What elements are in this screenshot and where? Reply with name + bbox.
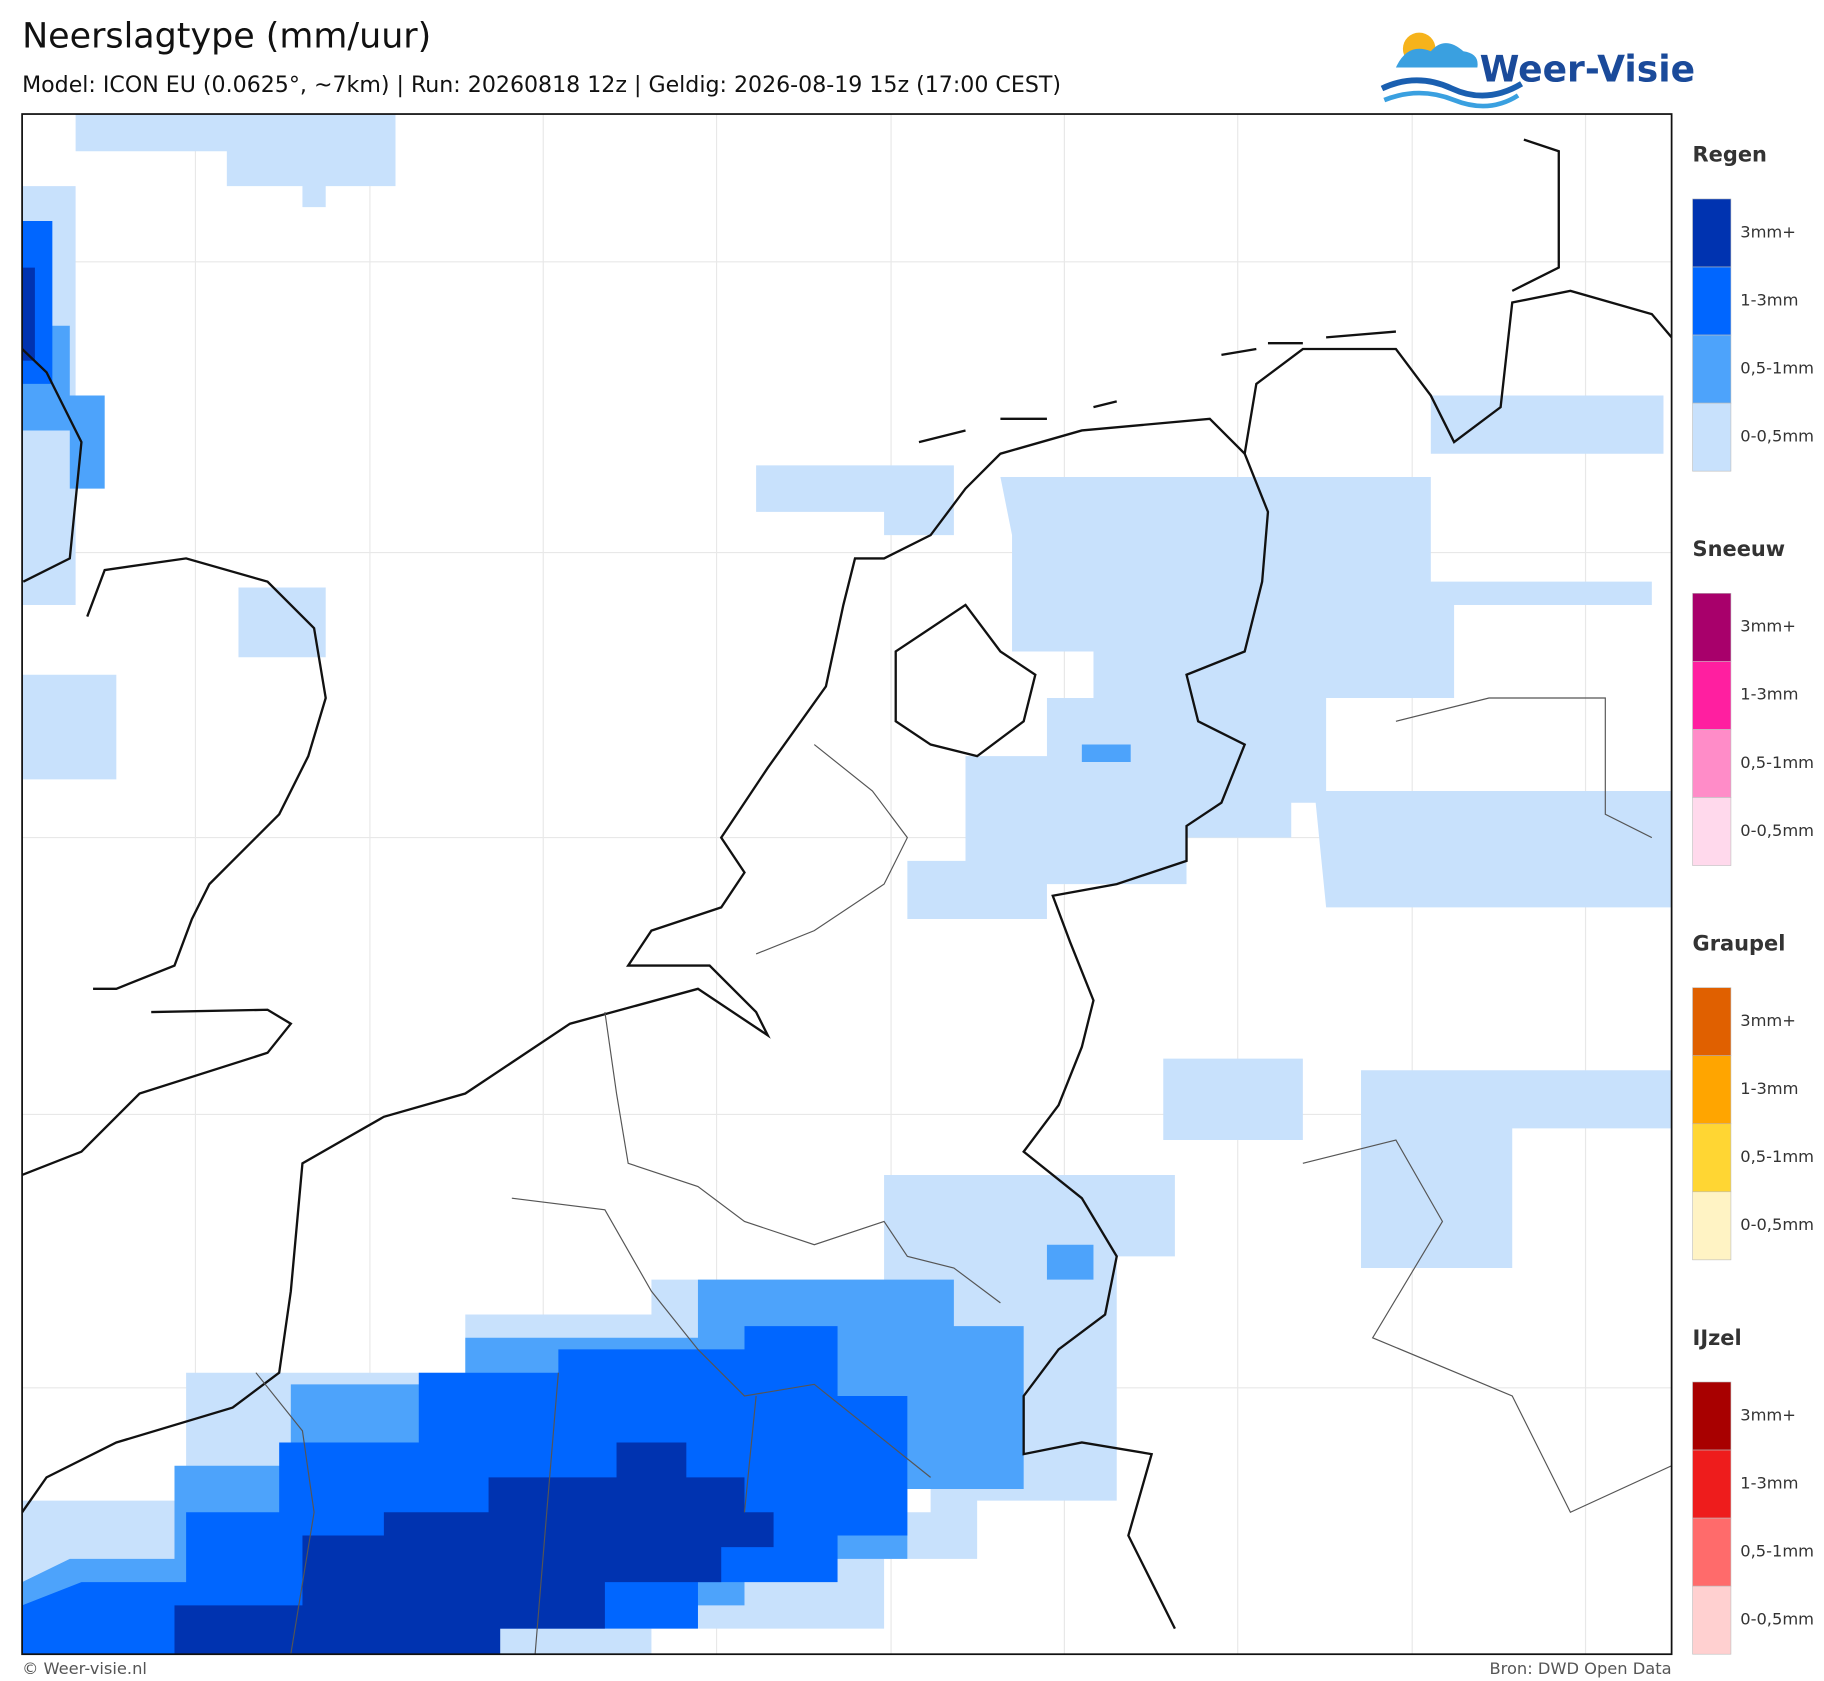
legend-swatch xyxy=(1692,266,1732,336)
legend-label: 3mm+ xyxy=(1740,222,1796,241)
legend-label: 0,5-1mm xyxy=(1740,358,1814,377)
legend-label: 1-3mm xyxy=(1740,1473,1798,1492)
legend-label: 0-0,5mm xyxy=(1740,427,1814,446)
legend-label: 0,5-1mm xyxy=(1740,753,1814,772)
legend-swatch xyxy=(1692,1123,1732,1193)
legend-label: 0-0,5mm xyxy=(1740,1610,1814,1629)
legend-label: 0,5-1mm xyxy=(1740,1541,1814,1560)
legend-label: 0-0,5mm xyxy=(1740,821,1814,840)
legend-swatch xyxy=(1692,1517,1732,1587)
legend-group-title: Sneeuw xyxy=(1693,537,1786,561)
legend-swatch xyxy=(1692,334,1732,404)
footer-right: Bron: DWD Open Data xyxy=(1489,1659,1671,1678)
legend-swatch xyxy=(1692,729,1732,798)
legend-swatch xyxy=(1692,593,1732,662)
legend-swatch xyxy=(1692,402,1732,472)
legend-swatch xyxy=(1692,661,1732,730)
legend-swatch xyxy=(1692,1055,1732,1125)
logo-text: Weer-Visie xyxy=(1480,48,1695,90)
map xyxy=(21,113,1673,1656)
footer-left: © Weer-visie.nl xyxy=(22,1659,147,1678)
legend-label: 1-3mm xyxy=(1740,685,1798,704)
legend-group-title: Regen xyxy=(1693,143,1767,167)
logo: Weer-Visie xyxy=(1380,32,1695,109)
legend: Regen 3mm+ 1-3mm 0,5-1mm 0-0,5mm Sneeuw 3mm+ 1-… xyxy=(1692,143,1814,1655)
legend-swatch xyxy=(1692,198,1732,268)
legend-label: 0-0,5mm xyxy=(1740,1215,1814,1234)
legend-label: 3mm+ xyxy=(1740,617,1796,636)
legend-label: 1-3mm xyxy=(1740,290,1798,309)
subtitle: Model: ICON EU (0.0625°, ~7km) | Run: 20… xyxy=(22,72,1061,98)
legend-swatch xyxy=(1692,1449,1732,1519)
legend-label: 1-3mm xyxy=(1740,1079,1798,1098)
legend-label: 3mm+ xyxy=(1740,1011,1796,1030)
title: Neerslagtype (mm/uur) xyxy=(22,17,431,57)
legend-swatch xyxy=(1692,1191,1732,1261)
legend-swatch xyxy=(1692,1585,1732,1655)
legend-group-title: Graupel xyxy=(1693,931,1786,955)
legend-label: 0,5-1mm xyxy=(1740,1147,1814,1166)
legend-swatch xyxy=(1692,987,1732,1056)
legend-swatch xyxy=(1692,797,1732,866)
legend-group-title: IJzel xyxy=(1693,1326,1742,1350)
legend-swatch xyxy=(1692,1381,1732,1451)
legend-label: 3mm+ xyxy=(1740,1405,1796,1424)
